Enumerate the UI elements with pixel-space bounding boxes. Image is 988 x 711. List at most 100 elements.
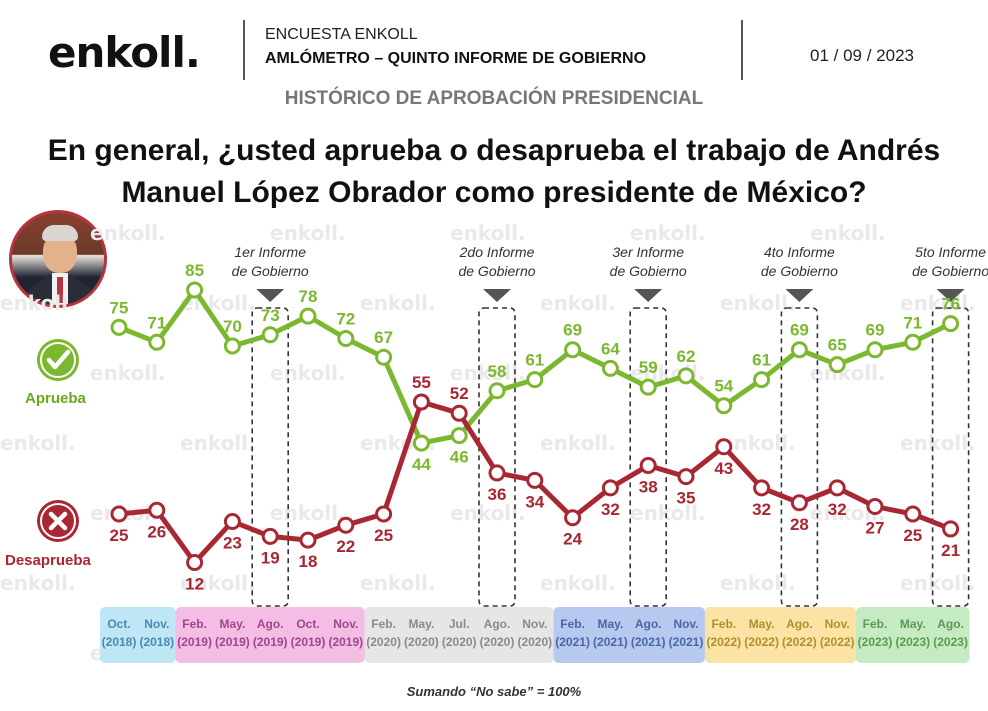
watermark-text: enkoll.: [0, 431, 76, 455]
x-icon: [37, 500, 79, 542]
category-month: Ago.: [786, 617, 813, 631]
data-label-aprueba: 76: [941, 295, 960, 314]
data-point-aprueba: [677, 367, 695, 385]
legend-approve: Aprueba: [25, 390, 86, 407]
watermark-text: enkoll.: [450, 221, 526, 245]
data-label-desaprueba: 43: [714, 459, 733, 478]
data-point-aprueba: [828, 356, 846, 374]
data-point-aprueba: [866, 341, 884, 359]
informe-box-3: [629, 307, 668, 607]
watermark-text: enkoll.: [450, 361, 526, 385]
category-month: Ago.: [635, 617, 662, 631]
data-point-desaprueba: [375, 505, 393, 523]
data-point-aprueba: [790, 341, 808, 359]
data-point-desaprueba: [790, 494, 808, 512]
category-month: Nov.: [522, 617, 547, 631]
category-month: Nov.: [825, 617, 850, 631]
data-point-aprueba: [110, 318, 128, 336]
data-point-aprueba: [639, 378, 657, 396]
data-label-desaprueba: 52: [450, 384, 469, 403]
survey-date: 01 / 09 / 2023: [810, 46, 914, 65]
data-point-desaprueba: [904, 505, 922, 523]
data-label-desaprueba: 21: [941, 541, 960, 560]
data-label-desaprueba: 32: [828, 500, 847, 519]
informe-arrow-1: [256, 289, 285, 302]
watermark-text: enkoll.: [540, 431, 616, 455]
category-year: (2021): [555, 635, 590, 649]
watermark-text: enkoll.: [270, 221, 346, 245]
data-label-desaprueba: 25: [903, 526, 922, 545]
informe-box-1: [251, 307, 289, 607]
data-label-desaprueba: 22: [336, 537, 355, 556]
category-month: Oct.: [107, 617, 130, 631]
data-point-aprueba: [261, 326, 279, 344]
data-point-aprueba: [299, 307, 317, 325]
data-point-aprueba: [375, 348, 393, 366]
category-year: (2019): [328, 635, 363, 649]
watermark-text: enkoll.: [180, 431, 256, 455]
survey-title: AMLÓMETRO – QUINTO INFORME DE GOBIERNO: [265, 50, 647, 67]
informe-box-2: [478, 307, 516, 607]
watermark-text: enkoll.: [360, 571, 436, 595]
data-label-aprueba: 71: [903, 313, 922, 332]
category-month: Ago.: [937, 617, 964, 631]
data-label-aprueba: 73: [261, 306, 280, 325]
data-label-aprueba: 69: [866, 321, 885, 340]
informe-highlight-layer: 1er Informe de Gobierno 2do Informe de Gobi…: [232, 244, 988, 607]
category-year: (2022): [744, 635, 779, 649]
watermark-text: enkoll.: [360, 291, 436, 315]
watermark-text: enkoll.: [540, 291, 616, 315]
data-label-aprueba: 65: [828, 336, 847, 355]
data-point-desaprueba: [601, 479, 619, 497]
data-label-aprueba: 78: [299, 287, 318, 306]
category-year: (2019): [177, 635, 212, 649]
informe-label-5: 5to Informe: [915, 244, 986, 260]
watermark-text: enkoll.: [630, 221, 706, 245]
data-label-aprueba: 75: [110, 298, 129, 317]
data-point-aprueba: [148, 333, 166, 351]
data-label-desaprueba: 25: [374, 526, 393, 545]
informe-sublabel-1: de Gobierno: [232, 263, 309, 279]
header-divider-right: [741, 20, 743, 80]
category-year: (2023): [895, 635, 930, 649]
x-axis-categories: Oct. (2018) Nov. (2018) Feb. (2019) May. (2019)…: [100, 607, 970, 663]
data-label-aprueba: 54: [714, 377, 733, 396]
category-year: (2020): [442, 635, 477, 649]
informe-label-3: 3er Informe: [612, 244, 684, 260]
data-label-desaprueba: 36: [488, 485, 507, 504]
data-point-desaprueba: [223, 512, 241, 530]
data-point-aprueba: [450, 427, 468, 445]
data-point-desaprueba: [412, 393, 430, 411]
data-label-desaprueba: 24: [563, 530, 582, 549]
category-month: Feb.: [182, 617, 207, 631]
category-month: Feb.: [863, 617, 888, 631]
data-label-aprueba: 69: [790, 321, 809, 340]
chart-footnote: Sumando “No sabe” = 100%: [406, 684, 582, 699]
enkoll-logo: enkoll.: [48, 28, 201, 77]
data-point-desaprueba: [488, 464, 506, 482]
data-label-aprueba: 64: [601, 339, 620, 358]
data-label-desaprueba: 19: [261, 548, 280, 567]
data-point-desaprueba: [337, 516, 355, 534]
legend-disapprove: Desaprueba: [5, 552, 91, 569]
data-label-aprueba: 61: [525, 351, 544, 370]
data-point-desaprueba: [186, 554, 204, 572]
watermark-text: enkoll.: [720, 291, 796, 315]
data-label-aprueba: 72: [336, 310, 355, 329]
data-label-desaprueba: 35: [677, 489, 696, 508]
data-point-desaprueba: [639, 456, 657, 474]
watermark-text: enkoll.: [810, 221, 886, 245]
data-label-desaprueba: 23: [223, 533, 242, 552]
informe-sublabel-5: de Gobierno: [912, 263, 988, 279]
data-point-desaprueba: [261, 527, 279, 545]
year-band-5: [704, 607, 857, 663]
informe-arrow-5: [936, 289, 965, 302]
category-year: (2019): [291, 635, 326, 649]
category-year: (2020): [366, 635, 401, 649]
informe-arrow-3: [634, 289, 663, 302]
category-year: (2019): [253, 635, 288, 649]
data-label-desaprueba: 32: [752, 500, 771, 519]
data-label-desaprueba: 18: [299, 552, 318, 571]
data-label-aprueba: 69: [563, 321, 582, 340]
